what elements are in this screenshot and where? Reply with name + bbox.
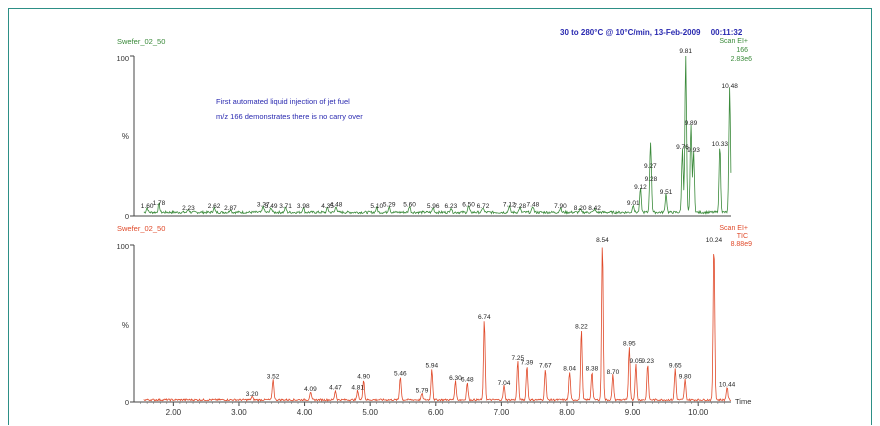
time-text: 00:11:32 bbox=[710, 28, 743, 37]
bottom-trace-line bbox=[143, 247, 731, 402]
bottom-peak-label: 8.04 bbox=[563, 366, 576, 373]
top-peak-label: 3.71 bbox=[279, 203, 292, 210]
x-tick-label: 3.00 bbox=[231, 408, 247, 417]
method-text: 30 to 280°C @ 10°C/min, bbox=[560, 28, 653, 37]
bottom-peak-label: 5.46 bbox=[394, 370, 407, 377]
bottom-peak-label: 9.23 bbox=[641, 358, 654, 365]
run-info-header: 30 to 280°C @ 10°C/min, 13-Feb-2009 00:1… bbox=[560, 28, 742, 37]
bottom-y-tick-100: 100 bbox=[116, 242, 129, 251]
top-peak-label: 6.23 bbox=[445, 203, 458, 210]
top-peak-label: 4.48 bbox=[330, 202, 343, 209]
top-peak-label: 3.49 bbox=[265, 203, 278, 210]
bottom-peak-label: 9.65 bbox=[669, 363, 682, 370]
x-tick-label: 9.00 bbox=[625, 408, 641, 417]
top-peak-label: 10.33 bbox=[712, 141, 729, 148]
top-peak-label: 3.98 bbox=[297, 203, 310, 210]
top-peak-label: 5.29 bbox=[383, 202, 396, 209]
x-axis-label: Time bbox=[735, 397, 751, 406]
bottom-peak-label: 3.52 bbox=[267, 374, 280, 381]
annotation-line-1: First automated liquid injection of jet … bbox=[216, 97, 350, 106]
top-peak-label: 9.93 bbox=[687, 147, 700, 154]
bottom-peak-label: 9.05 bbox=[630, 358, 643, 365]
bottom-peak-label: 8.38 bbox=[586, 366, 599, 373]
top-peak-label: 1.78 bbox=[153, 200, 166, 207]
top-peak-label: 5.60 bbox=[403, 202, 416, 209]
annotation-line-2: m/z 166 demonstrates there is no carry o… bbox=[216, 112, 363, 121]
top-peak-label: 5.96 bbox=[427, 203, 440, 210]
x-tick-label: 5.00 bbox=[362, 408, 378, 417]
top-scan-label: Scan EI+ bbox=[719, 38, 748, 45]
top-peak-label: 7.28 bbox=[513, 203, 526, 210]
top-peak-label: 10.48 bbox=[722, 83, 739, 90]
bottom-peak-label: 10.24 bbox=[706, 237, 723, 244]
bottom-peak-label: 6.74 bbox=[478, 314, 491, 321]
bottom-peak-label: 10.44 bbox=[719, 381, 736, 388]
bottom-peak-label: 9.80 bbox=[679, 374, 692, 381]
top-peak-label: 6.72 bbox=[477, 203, 490, 210]
top-peak-label: 8.20 bbox=[574, 205, 587, 212]
top-peak-label: 7.48 bbox=[527, 202, 540, 209]
date-text: 13-Feb-2009 bbox=[654, 28, 701, 37]
top-y-tick-0: 0 bbox=[125, 212, 129, 221]
x-tick-label: 8.00 bbox=[559, 408, 575, 417]
top-peak-label: 9.51 bbox=[660, 189, 673, 196]
bottom-peak-label: 6.48 bbox=[461, 377, 474, 384]
bottom-peak-label: 4.09 bbox=[304, 386, 317, 393]
top-peak-label: 8.42 bbox=[588, 205, 601, 212]
bottom-peak-label: 8.70 bbox=[607, 369, 620, 376]
top-mz-label: 166 bbox=[736, 47, 748, 54]
top-peak-label: 2.23 bbox=[182, 205, 195, 212]
top-peak-label: 1.60 bbox=[141, 203, 154, 210]
bottom-peak-label: 8.95 bbox=[623, 341, 636, 348]
x-tick-label: 7.00 bbox=[494, 408, 510, 417]
bottom-peak-label: 5.79 bbox=[416, 388, 429, 395]
bottom-peak-label: 4.90 bbox=[357, 374, 370, 381]
bottom-scan-label: Scan EI+ bbox=[719, 225, 748, 232]
x-tick-label: 2.00 bbox=[166, 408, 182, 417]
top-sample-label: Swefer_02_50 bbox=[117, 37, 165, 46]
top-peak-label: 3.37 bbox=[257, 202, 270, 209]
bottom-peak-label: 7.39 bbox=[521, 359, 534, 366]
x-tick-label: 10.00 bbox=[688, 408, 709, 417]
top-peak-label: 7.90 bbox=[554, 203, 567, 210]
top-peak-label: 6.50 bbox=[462, 202, 475, 209]
bottom-peak-label: 7.04 bbox=[498, 380, 511, 387]
bottom-sample-label: Swefer_02_50 bbox=[117, 224, 165, 233]
bottom-peak-label: 5.94 bbox=[426, 363, 439, 370]
top-peak-label: 9.12 bbox=[634, 184, 647, 191]
bottom-peak-label: 4.47 bbox=[329, 385, 342, 392]
top-peak-label: 9.27 bbox=[644, 163, 657, 170]
bottom-mz-label: TIC bbox=[737, 233, 748, 240]
top-peak-label: 9.01 bbox=[627, 200, 640, 207]
top-peak-label: 9.81 bbox=[679, 48, 692, 55]
top-max-intensity: 2.83e6 bbox=[731, 56, 753, 63]
top-trace-line bbox=[143, 55, 732, 215]
bottom-peak-label: 6.30 bbox=[449, 375, 462, 382]
bottom-peak-label: 8.22 bbox=[575, 323, 588, 330]
bottom-max-intensity: 8.88e9 bbox=[731, 241, 753, 248]
bottom-peak-label: 8.54 bbox=[596, 237, 609, 244]
top-peak-label: 2.87 bbox=[224, 205, 237, 212]
top-peak-label: 5.10 bbox=[370, 203, 383, 210]
top-peak-label: 7.12 bbox=[503, 202, 516, 209]
top-peak-label: 2.62 bbox=[208, 203, 221, 210]
top-peak-label: 9.89 bbox=[685, 120, 698, 127]
top-peak-label: 4.35 bbox=[321, 203, 334, 210]
top-peak-label: 9.28 bbox=[645, 176, 658, 183]
bottom-peak-label: 4.81 bbox=[351, 385, 364, 392]
bottom-y-tick-0: 0 bbox=[125, 398, 129, 407]
bottom-peak-label: 7.25 bbox=[511, 355, 524, 362]
bottom-peak-label: 3.20 bbox=[246, 391, 259, 398]
x-tick-label: 4.00 bbox=[297, 408, 313, 417]
x-tick-label: 6.00 bbox=[428, 408, 444, 417]
bottom-y-axis-label: % bbox=[122, 321, 129, 330]
bottom-peak-label: 7.67 bbox=[539, 363, 552, 370]
top-peak-label: 9.76 bbox=[676, 144, 689, 151]
top-y-axis-label: % bbox=[122, 132, 129, 141]
top-y-tick-100: 100 bbox=[116, 54, 129, 63]
